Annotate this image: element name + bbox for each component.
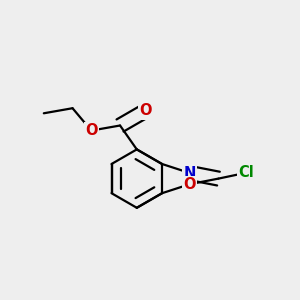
Text: O: O — [139, 103, 152, 118]
Text: O: O — [85, 123, 98, 138]
Text: Cl: Cl — [238, 165, 254, 180]
Text: N: N — [184, 166, 196, 181]
Text: O: O — [184, 177, 196, 192]
